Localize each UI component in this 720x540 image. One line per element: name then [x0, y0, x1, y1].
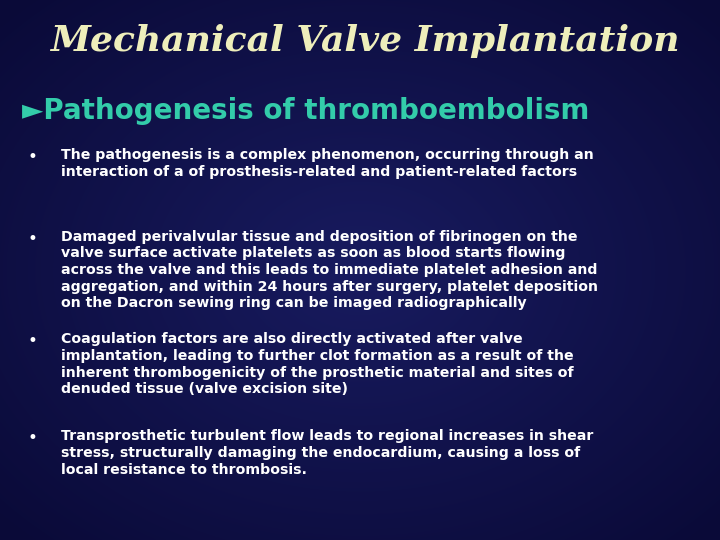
- Text: Transprosthetic turbulent flow leads to regional increases in shear
stress, stru: Transprosthetic turbulent flow leads to …: [61, 429, 593, 477]
- Text: •: •: [27, 429, 37, 447]
- Text: The pathogenesis is a complex phenomenon, occurring through an
interaction of a : The pathogenesis is a complex phenomenon…: [61, 148, 594, 179]
- Text: •: •: [27, 332, 37, 350]
- Text: Coagulation factors are also directly activated after valve
implantation, leadin: Coagulation factors are also directly ac…: [61, 332, 574, 396]
- Text: •: •: [27, 148, 37, 166]
- Text: ►Pathogenesis of thromboembolism: ►Pathogenesis of thromboembolism: [22, 97, 589, 125]
- Text: •: •: [27, 230, 37, 247]
- Text: Damaged perivalvular tissue and deposition of fibrinogen on the
valve surface ac: Damaged perivalvular tissue and depositi…: [61, 230, 598, 310]
- Text: Mechanical Valve Implantation: Mechanical Valve Implantation: [50, 24, 680, 58]
